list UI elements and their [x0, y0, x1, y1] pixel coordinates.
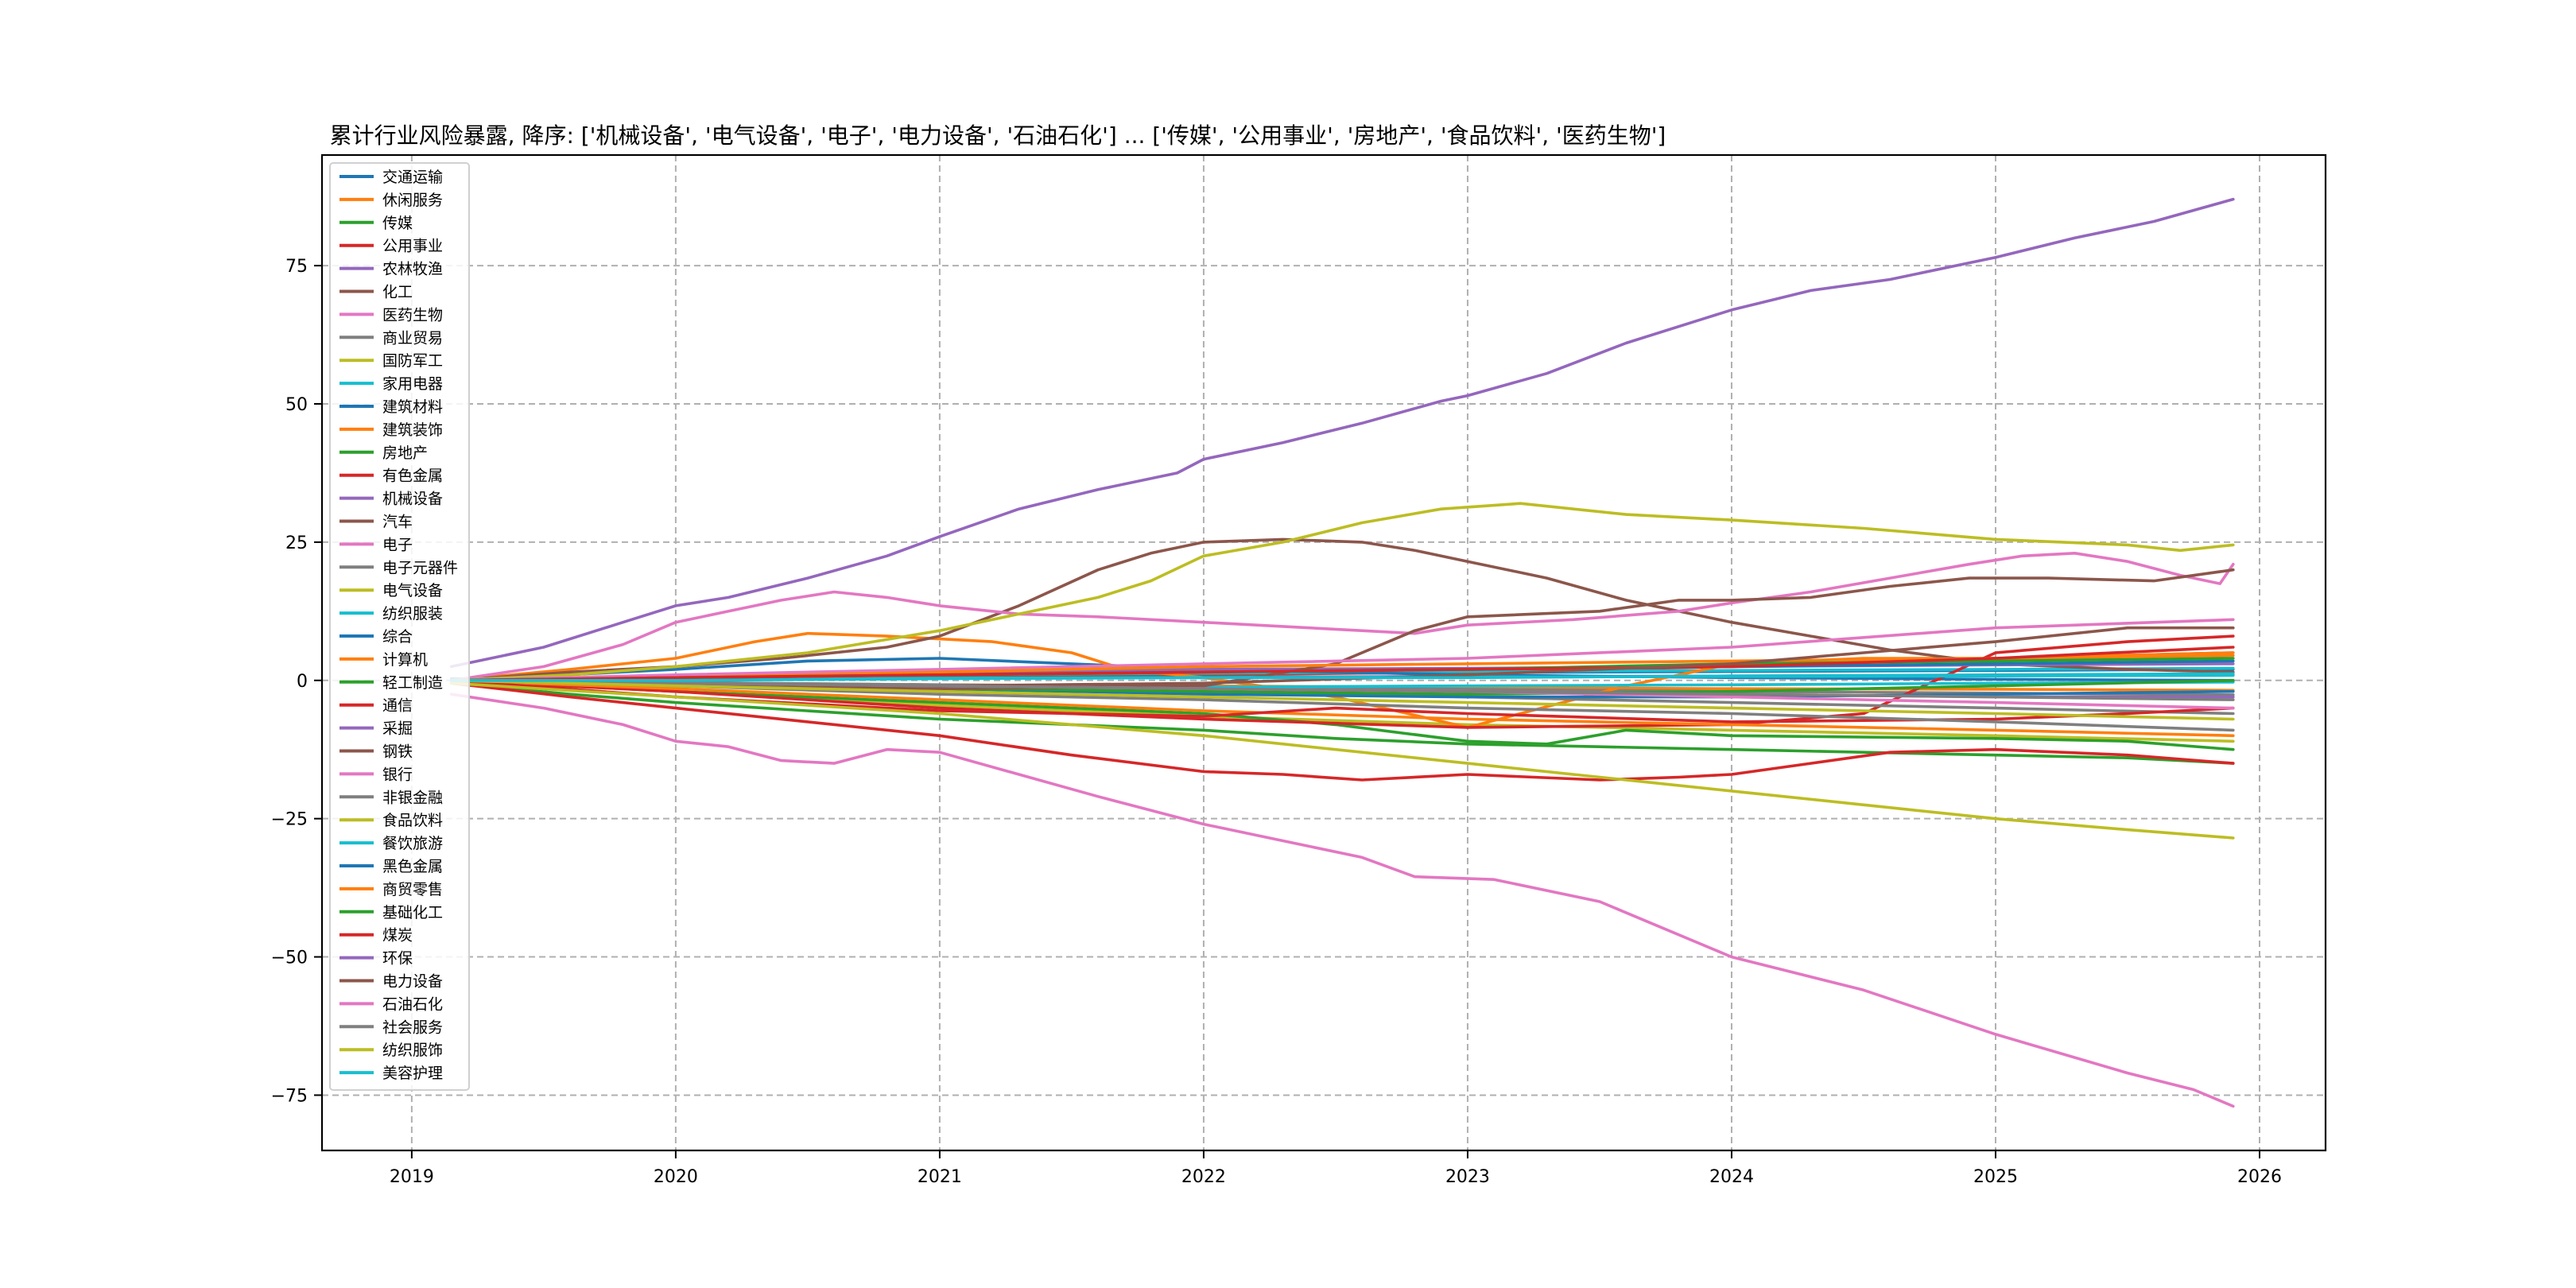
legend-label[interactable]: 社会服务	[382, 1018, 443, 1036]
series-line-汽车	[449, 537, 2235, 682]
legend-label[interactable]: 电子	[382, 536, 413, 553]
x-tick-label: 2019	[390, 1167, 434, 1187]
legend-label[interactable]: 房地产	[382, 444, 428, 462]
series-line-美容护理	[449, 672, 2235, 682]
x-tick-label: 2025	[1973, 1167, 2018, 1187]
legend-label[interactable]: 轻工制造	[382, 674, 443, 692]
legend-label[interactable]: 纺织服饰	[382, 1042, 443, 1059]
series-line-食品饮料	[449, 681, 2235, 840]
legend-label[interactable]: 电气设备	[382, 582, 443, 599]
x-tick-label: 2023	[1445, 1167, 1490, 1187]
y-tick-label: −25	[271, 810, 308, 830]
series-line-传媒	[449, 681, 2235, 765]
legend-label[interactable]: 公用事业	[382, 238, 443, 255]
grid-lines	[322, 155, 2326, 1150]
series-line-纺织服饰	[449, 679, 2235, 721]
series-line-社会服务	[449, 679, 2235, 701]
legend-label[interactable]: 环保	[382, 950, 413, 968]
legend-label[interactable]: 机械设备	[382, 491, 443, 508]
series-lines	[449, 197, 2235, 1108]
legend-label[interactable]: 建筑装饰	[382, 421, 443, 439]
x-tick-label: 2022	[1181, 1167, 1226, 1187]
series-line-有色金属	[449, 634, 2235, 729]
legend-label[interactable]: 电力设备	[382, 973, 443, 991]
legend-label[interactable]: 休闲服务	[382, 192, 443, 209]
series-line-公用事业	[449, 681, 2235, 782]
legend-label[interactable]: 非银金融	[382, 789, 443, 806]
legend-label[interactable]: 基础化工	[382, 904, 443, 921]
legend-label[interactable]: 化工	[382, 284, 413, 301]
x-tick-label: 2020	[654, 1167, 698, 1187]
legend-label[interactable]: 采掘	[382, 720, 413, 738]
legend-label[interactable]: 国防军工	[382, 352, 443, 370]
x-tick-label: 2024	[1709, 1167, 1754, 1187]
y-tick-label: 50	[285, 395, 308, 415]
series-line-电气设备	[449, 502, 2235, 682]
y-tick-label: −75	[271, 1086, 308, 1106]
y-tick-label: −50	[271, 949, 308, 968]
legend-box	[329, 162, 470, 1091]
legend-label[interactable]: 传媒	[382, 215, 413, 232]
legend-label[interactable]: 钢铁	[382, 743, 413, 761]
legend-label[interactable]: 纺织服装	[382, 605, 443, 623]
legend-label[interactable]: 商贸零售	[382, 881, 443, 898]
series-line-电子	[449, 552, 2235, 682]
legend-label[interactable]: 石油石化	[382, 995, 443, 1013]
legend-label[interactable]: 医药生物	[382, 306, 443, 324]
legend-label[interactable]: 商业贸易	[382, 329, 443, 347]
series-line-机械设备	[449, 197, 2235, 669]
legend-label[interactable]: 综合	[382, 628, 413, 646]
legend-label[interactable]: 美容护理	[382, 1065, 443, 1082]
series-line-计算机	[449, 679, 2235, 738]
legend-label[interactable]: 通信	[382, 697, 413, 715]
legend-label[interactable]: 汽车	[382, 514, 413, 531]
legend-label[interactable]: 黑色金属	[382, 858, 443, 875]
legend-label[interactable]: 家用电器	[382, 375, 443, 393]
legend-label[interactable]: 计算机	[382, 651, 428, 669]
y-tick-label: 25	[285, 533, 308, 553]
legend-label[interactable]: 有色金属	[382, 467, 443, 485]
legend-label[interactable]: 银行	[382, 766, 413, 783]
legend[interactable]: 交通运输休闲服务传媒公用事业农林牧渔化工医药生物商业贸易国防军工家用电器建筑材料…	[329, 162, 470, 1091]
legend-label[interactable]: 食品饮料	[382, 812, 443, 829]
legend-label[interactable]: 农林牧渔	[382, 261, 443, 278]
legend-label[interactable]: 电子元器件	[382, 559, 458, 576]
legend-label[interactable]: 煤炭	[382, 927, 413, 945]
legend-label[interactable]: 建筑材料	[382, 398, 443, 416]
x-tick-label: 2026	[2237, 1167, 2282, 1187]
series-line-煤炭	[449, 646, 2235, 682]
series-line-银行	[449, 618, 2235, 682]
y-tick-label: 75	[285, 257, 308, 277]
series-line-医药生物	[449, 692, 2235, 1108]
x-tick-label: 2021	[918, 1167, 962, 1187]
legend-label[interactable]: 交通运输	[382, 169, 443, 186]
y-tick-label: 0	[297, 672, 308, 692]
plot-frame	[320, 153, 2327, 1152]
chart-title: 累计行业风险暴露, 降序: ['机械设备', '电气设备', '电子', '电力…	[330, 122, 1666, 149]
axis-ticks: 2019 2020 2021 2022 2023 2024 2025 2026 −75 −50 −2…	[271, 257, 2282, 1187]
legend-label[interactable]: 餐饮旅游	[382, 835, 443, 852]
